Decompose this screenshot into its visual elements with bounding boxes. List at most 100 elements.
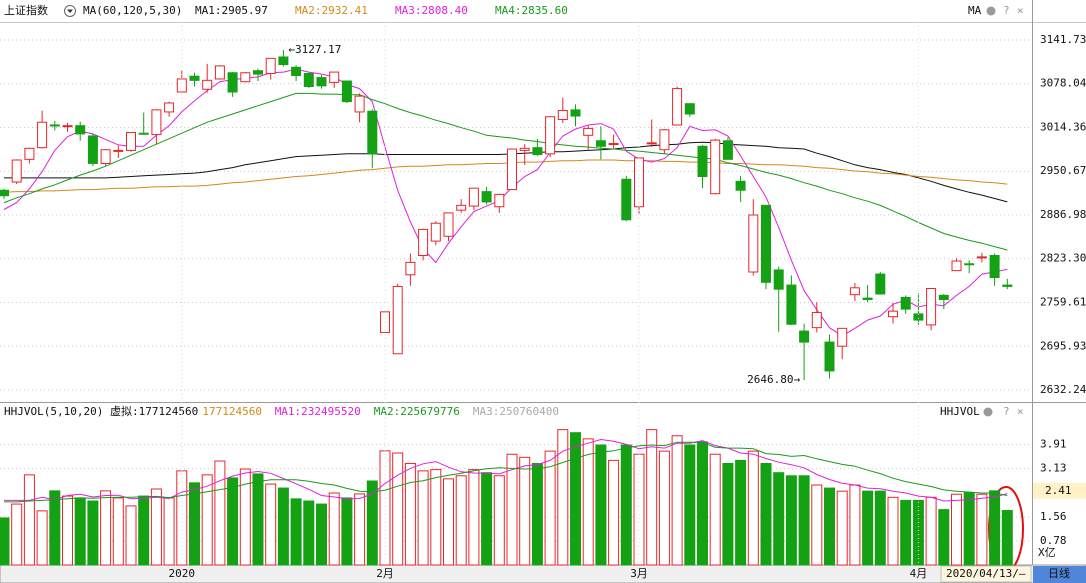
candle-body [761,204,771,283]
volume-bar [316,503,327,566]
legend-item: MA4:2835.60 [495,4,568,17]
volume-bar [11,503,23,566]
candle-body [253,70,263,75]
candle-body [862,297,873,300]
symbol: 上证指数 [4,3,48,17]
volume-bar [138,495,150,566]
volume-bar [709,453,721,566]
volume-bar [506,453,518,566]
volume-bar [951,493,962,566]
candle-body [240,72,251,83]
volume-bar [735,459,747,566]
candle-body [24,147,35,160]
dropdown[interactable] [64,5,76,17]
candle-body [227,72,238,93]
candle-body [443,212,454,237]
candle-body [1002,284,1013,287]
volume-bar [379,450,391,566]
candle-body [265,57,276,74]
volume-bar [366,480,378,566]
volume-bar [773,472,785,566]
y-tick-label: 3141.73 [1040,33,1086,46]
y-tick-label: 3.13 [1040,462,1067,475]
candle-body [773,269,784,290]
date-box [940,565,1032,583]
candle-body [595,140,606,147]
indicator-label: MA [968,4,982,17]
volume-bar [49,490,61,566]
volume-bar [481,472,493,566]
candle-body [481,191,492,203]
candle-body [519,147,530,151]
volume-bar [608,459,620,566]
x-tick-label: 4月 [910,567,928,580]
indicator: MA(60,120,5,30) [83,4,182,17]
y-tick-label: 3014.36 [1040,120,1086,133]
volume-bar [189,482,200,566]
candle-body [0,189,9,197]
vol-icons[interactable]: ? × [983,405,1024,418]
candle-body [672,88,683,126]
candle-body [900,296,911,310]
volume-bar [976,493,988,566]
candle-body [75,125,86,135]
candle-body [494,193,505,208]
svg-text:×: × [1017,405,1024,418]
svg-text:?: ? [1003,405,1010,418]
volume-bar [760,462,772,566]
candle-body [888,310,898,318]
volume-bar [1001,510,1013,566]
legend-item: MA1:2905.97 [195,4,268,17]
volume-bar [417,470,429,566]
period-box[interactable] [1033,566,1086,583]
candle-body [608,143,619,146]
candle-body [811,312,822,329]
candle-body [621,178,632,221]
candle-body [735,180,746,191]
candle-body [49,124,60,127]
candle-body [468,187,479,207]
candle-body [964,263,975,266]
candle-body [189,75,200,81]
volume-bar [531,462,543,566]
volume-bar [582,438,594,566]
volume-bar [811,484,823,566]
volume-bar [836,490,848,566]
candle-body [913,313,924,321]
candle-body [138,132,149,135]
y-tick-label: 2759.61 [1040,296,1086,309]
candle-body [202,79,213,90]
volume-bar [671,435,683,566]
candle-body [875,273,886,295]
candle-body [989,255,1000,279]
volume-bar [493,475,505,566]
volume-bar [227,477,239,566]
y-tick-label: 0.78 [1040,534,1067,547]
volume-bar [798,475,810,566]
candle-body [418,228,429,257]
x-tick-label: 2月 [376,567,394,580]
candle-body [951,260,962,272]
candle-body [291,66,302,77]
volume-bar [62,495,73,566]
volume-bar [747,450,759,566]
volume-bar [785,475,797,566]
volume-bar [455,475,467,566]
candle-body [849,287,860,296]
candle-body [799,330,810,343]
volume-bar [570,432,581,566]
candle-body [722,140,733,160]
candle-body [329,71,340,83]
min-annotation: 2646.80→ [747,373,800,386]
candle-body [11,159,22,183]
x-tick-label: 2020 [169,567,196,580]
y-tick-label: 2695.93 [1040,339,1086,352]
candle-body [557,110,568,120]
candle-body [697,145,708,178]
volume-bar [519,456,531,566]
vol-ma-line [4,441,1008,503]
panel-icons[interactable]: ? × [986,4,1024,17]
y-tick-label: 3.91 [1040,438,1067,451]
volume-bar [214,460,226,566]
